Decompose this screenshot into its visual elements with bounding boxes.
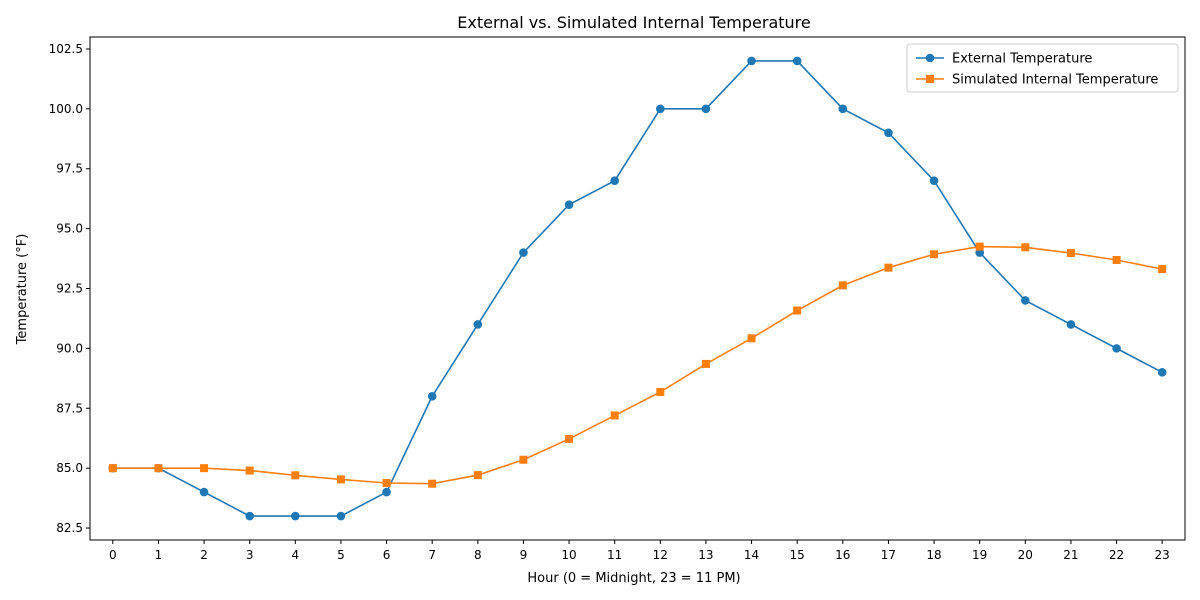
y-tick-label: 82.5 bbox=[56, 521, 83, 535]
y-tick-label: 92.5 bbox=[56, 282, 83, 296]
plot-frame bbox=[89, 36, 1186, 541]
data-point-circle bbox=[656, 104, 665, 114]
data-point-square bbox=[382, 478, 391, 487]
y-tick-label: 85.0 bbox=[56, 461, 83, 475]
data-point-circle bbox=[427, 391, 437, 401]
data-point-circle bbox=[564, 200, 574, 209]
data-point-circle bbox=[473, 320, 483, 329]
x-tick-label: 6 bbox=[383, 548, 391, 562]
x-tick-label: 20 bbox=[1018, 548, 1033, 562]
series-0 bbox=[108, 56, 1167, 521]
y-tick-label: 100.0 bbox=[49, 102, 83, 116]
y-tick-label: 90.0 bbox=[56, 341, 83, 355]
data-point-square bbox=[565, 434, 574, 443]
data-point-square bbox=[245, 466, 254, 475]
data-point-circle bbox=[838, 104, 848, 114]
data-point-square bbox=[473, 471, 482, 480]
x-tick-label: 7 bbox=[428, 548, 436, 562]
data-point-circle bbox=[336, 511, 346, 521]
data-point-circle bbox=[291, 511, 300, 521]
data-point-circle bbox=[929, 176, 939, 186]
data-point-square bbox=[884, 263, 893, 272]
y-tick-label: 87.5 bbox=[56, 401, 83, 415]
data-point-square bbox=[838, 281, 847, 290]
data-point-square bbox=[428, 479, 437, 488]
x-tick-label: 23 bbox=[1155, 548, 1170, 562]
series-1 bbox=[108, 242, 1167, 488]
data-point-circle bbox=[382, 487, 391, 497]
x-tick-label: 8 bbox=[474, 548, 482, 562]
data-point-square bbox=[108, 464, 117, 473]
x-tick-label: 3 bbox=[246, 548, 254, 562]
x-axis-label: Hour (0 = Midnight, 23 = 11 PM) bbox=[527, 571, 740, 586]
data-point-circle bbox=[1112, 344, 1121, 353]
x-tick-label: 17 bbox=[881, 548, 896, 562]
x-tick-label: 2 bbox=[200, 548, 208, 562]
data-point-square bbox=[200, 464, 209, 473]
data-point-circle bbox=[519, 248, 528, 257]
data-point-circle bbox=[701, 104, 711, 114]
plot-area: 0 1 2 3 4 5 6 7 8 9 10 11 12 13 14 15 16 17 18 19 20 21 22 2382… bbox=[49, 42, 1170, 562]
data-point-circle bbox=[1021, 296, 1030, 305]
x-tick-label: 22 bbox=[1109, 548, 1124, 562]
data-point-square bbox=[610, 411, 619, 420]
data-point-circle bbox=[747, 56, 756, 66]
data-point-square bbox=[154, 464, 163, 473]
legend-label: Simulated Internal Temperature bbox=[952, 73, 1158, 88]
data-point-circle bbox=[884, 128, 893, 138]
x-tick-label: 19 bbox=[972, 548, 987, 562]
chart-title: External vs. Simulated Internal Temperat… bbox=[457, 13, 810, 32]
x-tick-label: 12 bbox=[653, 548, 668, 562]
x-tick-label: 5 bbox=[337, 548, 345, 562]
legend-marker-square bbox=[926, 75, 934, 83]
x-tick-label: 16 bbox=[835, 548, 850, 562]
data-point-square bbox=[701, 359, 710, 368]
x-tick-label: 10 bbox=[561, 548, 576, 562]
x-tick-label: 0 bbox=[109, 548, 117, 562]
data-point-square bbox=[1066, 249, 1075, 258]
x-tick-label: 1 bbox=[155, 548, 163, 562]
data-point-circle bbox=[1157, 368, 1167, 377]
data-point-square bbox=[793, 306, 802, 315]
series-line bbox=[112, 245, 1163, 485]
y-axis-label: Temperature (°F) bbox=[15, 234, 30, 346]
x-tick-label: 4 bbox=[291, 548, 299, 562]
y-tick-label: 102.5 bbox=[49, 42, 83, 56]
data-point-square bbox=[930, 250, 939, 259]
data-point-square bbox=[1158, 265, 1167, 274]
data-point-square bbox=[747, 334, 756, 343]
data-point-circle bbox=[792, 56, 802, 66]
data-point-circle bbox=[245, 511, 254, 521]
data-point-square bbox=[336, 475, 345, 484]
data-point-square bbox=[519, 455, 528, 464]
data-point-square bbox=[975, 242, 984, 251]
x-tick-label: 14 bbox=[744, 548, 759, 562]
x-tick-label: 13 bbox=[698, 548, 713, 562]
data-point-square bbox=[1112, 255, 1121, 264]
x-tick-label: 15 bbox=[790, 548, 805, 562]
data-point-circle bbox=[1066, 320, 1076, 329]
data-point-circle bbox=[610, 176, 619, 186]
legend: External Temperature Simulated Internal T… bbox=[906, 43, 1179, 93]
legend-box bbox=[906, 43, 1179, 93]
data-point-square bbox=[656, 387, 665, 396]
legend-label: External Temperature bbox=[952, 52, 1092, 67]
y-tick-label: 97.5 bbox=[56, 162, 83, 176]
x-tick-label: 11 bbox=[607, 548, 622, 562]
x-tick-label: 21 bbox=[1063, 548, 1078, 562]
data-point-circle bbox=[199, 487, 209, 497]
data-point-square bbox=[291, 471, 300, 480]
x-tick-label: 9 bbox=[520, 548, 528, 562]
legend-marker-circle bbox=[925, 53, 935, 63]
x-tick-label: 18 bbox=[926, 548, 941, 562]
series-line bbox=[112, 60, 1163, 517]
y-tick-label: 95.0 bbox=[56, 222, 83, 236]
data-point-square bbox=[1021, 243, 1030, 252]
